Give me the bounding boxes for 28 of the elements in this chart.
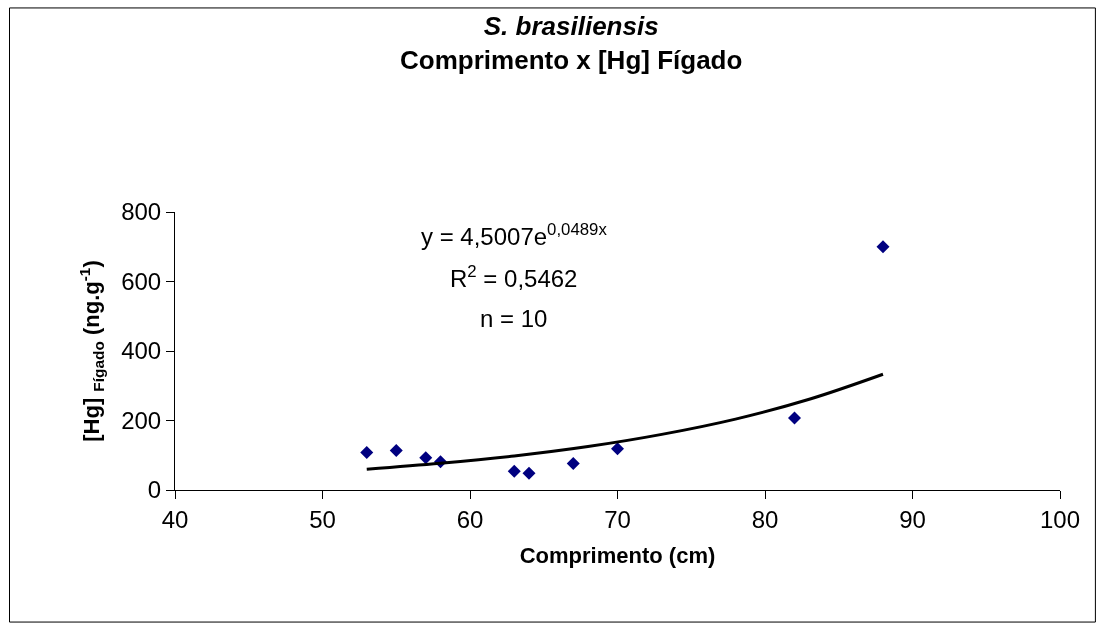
y-tick-label: 0 bbox=[147, 476, 162, 504]
point bbox=[788, 411, 801, 425]
chart-subtitle: Comprimento x [Hg] Fígado bbox=[400, 44, 743, 75]
point bbox=[611, 442, 624, 456]
y-tick-label: 200 bbox=[121, 406, 162, 434]
x-tick-label: 40 bbox=[161, 505, 189, 533]
point bbox=[389, 443, 403, 457]
x-tick-label: 90 bbox=[899, 505, 926, 533]
x-tick-label: 100 bbox=[1039, 505, 1081, 533]
point bbox=[419, 451, 433, 465]
annotation: n = 10 bbox=[480, 305, 548, 332]
line-series bbox=[365, 372, 885, 471]
y-tick-label: 400 bbox=[121, 337, 162, 365]
x-axis-title: Comprimento (cm) bbox=[519, 542, 716, 568]
point bbox=[876, 240, 890, 254]
annotation: y = 4,5007e$^{0,0489x}$ bbox=[421, 220, 608, 251]
point bbox=[360, 445, 374, 459]
point bbox=[507, 464, 521, 478]
point bbox=[522, 466, 536, 480]
x-tick-label: 60 bbox=[456, 505, 484, 533]
x-tick-label: 50 bbox=[309, 505, 336, 533]
point bbox=[566, 457, 580, 471]
y-tick-label: 600 bbox=[121, 267, 162, 295]
y-tick-label: 800 bbox=[121, 198, 162, 226]
x-tick-label: 70 bbox=[604, 505, 631, 533]
annotation: R$^{2}$ = 0,5462 bbox=[450, 262, 578, 293]
chart-title: S. brasiliensis bbox=[483, 10, 659, 41]
x-tick-label: 80 bbox=[751, 505, 779, 533]
